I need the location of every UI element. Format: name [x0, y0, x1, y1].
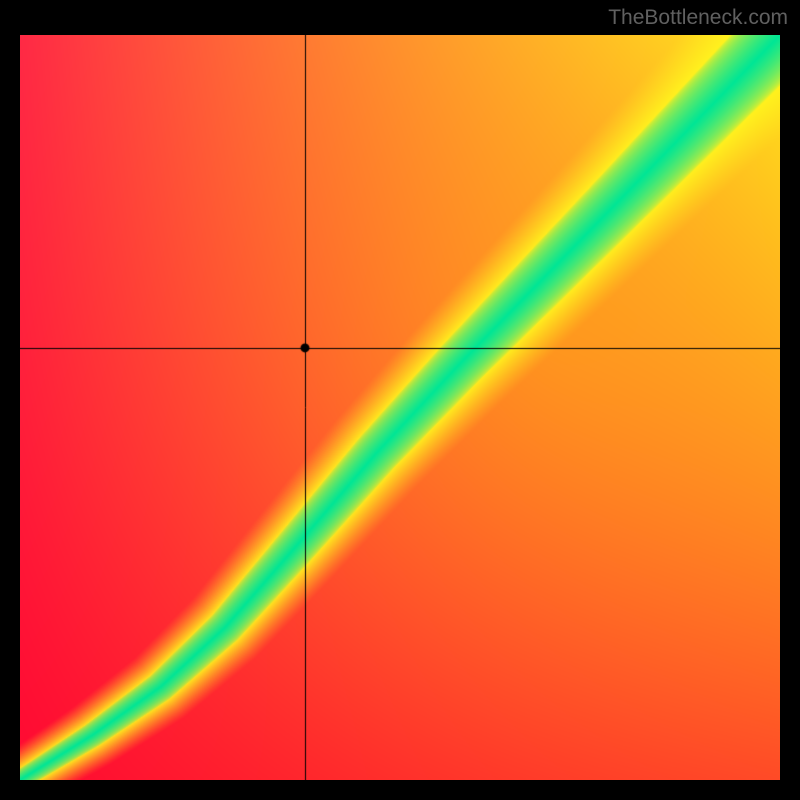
watermark-text: TheBottleneck.com — [608, 6, 788, 30]
chart-container: TheBottleneck.com — [0, 0, 800, 800]
heatmap-plot — [20, 35, 780, 780]
heatmap-canvas — [20, 35, 780, 780]
